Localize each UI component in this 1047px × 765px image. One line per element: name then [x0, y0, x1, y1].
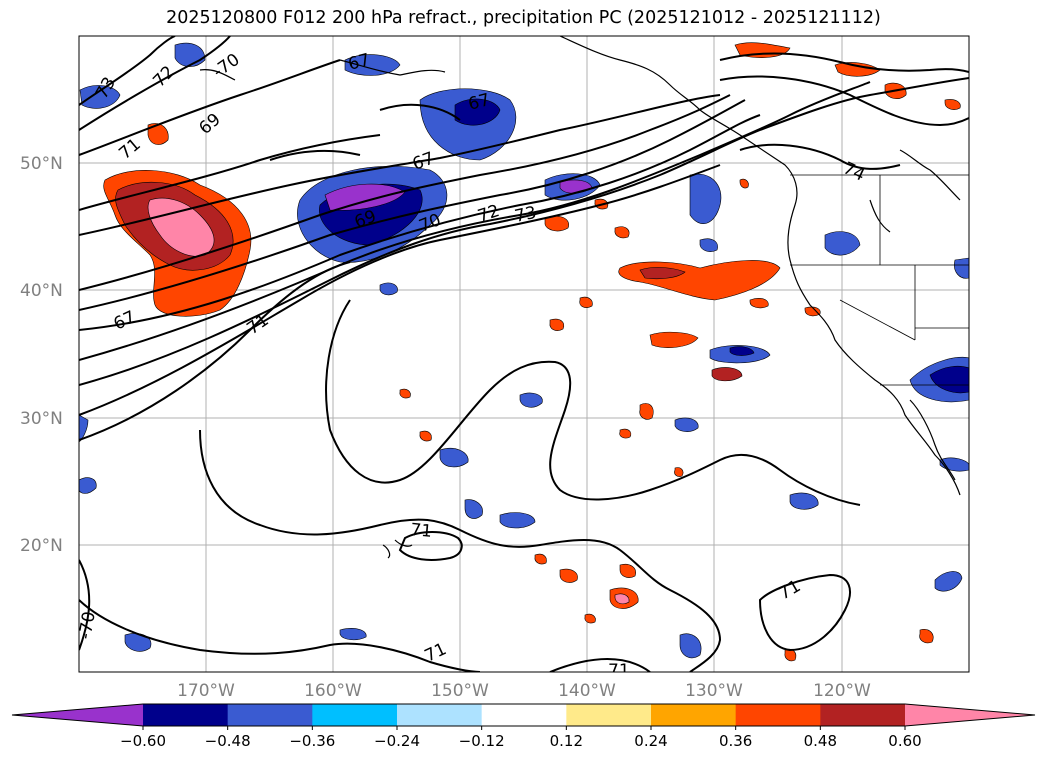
coastlines	[199, 36, 961, 559]
latitude-labels: 50°N 40°N 30°N 20°N	[20, 154, 63, 556]
colorbar-tick-label: 0.48	[804, 732, 837, 750]
lat-label: 40°N	[20, 281, 63, 301]
colorbar-extend-low	[12, 704, 143, 726]
gridlines	[79, 36, 969, 672]
colorbar-tick-label: 0.24	[634, 732, 667, 750]
map-title: 2025120800 F012 200 hPa refract., precip…	[166, 8, 881, 28]
contour-label: 71	[608, 661, 630, 681]
borders	[790, 174, 969, 386]
lon-label: 160°W	[304, 681, 362, 701]
colorbar-segment	[397, 704, 483, 726]
colorbar	[11, 703, 1036, 727]
plot-area	[79, 36, 969, 672]
precip-negative-shading	[79, 42, 969, 659]
contour-label: 71	[410, 520, 433, 542]
colorbar-tick-label: −0.12	[459, 732, 505, 750]
lon-label: 150°W	[431, 681, 489, 701]
lon-label: 170°W	[177, 681, 235, 701]
colorbar-segment	[651, 704, 737, 726]
colorbar-tick-label: −0.60	[120, 732, 166, 750]
lat-label: 30°N	[20, 409, 63, 429]
colorbar-tick-label: −0.48	[205, 732, 251, 750]
lon-label: 130°W	[685, 681, 743, 701]
contour-label: 73	[513, 203, 538, 227]
colorbar-ticks: −0.60 −0.48 −0.36 −0.24 −0.12 0.12 0.24 0.36 0.4…	[120, 726, 922, 750]
colorbar-segment	[820, 704, 906, 726]
lat-label: 50°N	[20, 154, 63, 174]
lon-label: 140°W	[558, 681, 616, 701]
colorbar-tick-label: −0.24	[374, 732, 420, 750]
colorbar-tick-label: 0.60	[888, 732, 921, 750]
colorbar-segment	[312, 704, 398, 726]
colorbar-tick-label: −0.36	[289, 732, 335, 750]
colorbar-segment	[143, 704, 229, 726]
plot-frame	[78, 35, 970, 673]
refractivity-contours	[79, 36, 969, 672]
colorbar-segment	[566, 704, 652, 726]
contour-label: -70	[75, 610, 100, 641]
colorbar-segment	[481, 704, 567, 726]
colorbar-segment	[735, 704, 821, 726]
colorbar-segment	[227, 704, 313, 726]
lon-label: 120°W	[813, 681, 871, 701]
colorbar-tick-label: 0.36	[719, 732, 752, 750]
colorbar-extend-high	[905, 704, 1035, 726]
colorbar-tick-label: 0.12	[550, 732, 583, 750]
longitude-labels: 170°W 160°W 150°W 140°W 130°W 120°W	[177, 681, 871, 701]
lat-label: 20°N	[20, 536, 63, 556]
precip-positive-shading	[103, 42, 961, 662]
